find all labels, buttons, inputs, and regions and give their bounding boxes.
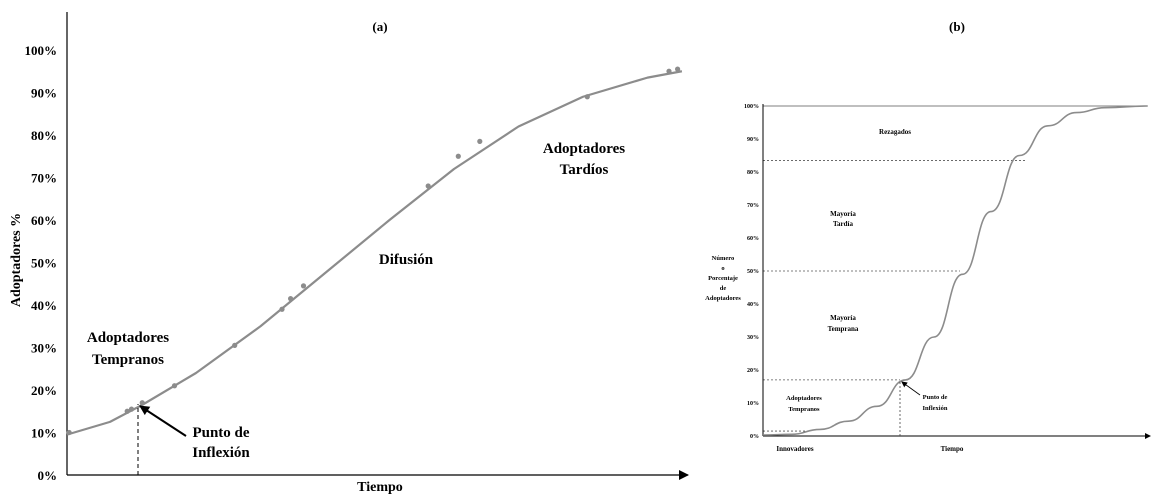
panel-a-y-tick-label: 0% <box>38 468 58 483</box>
panel-b-y-tick-label: 40% <box>747 302 759 308</box>
panel-b-y-tick-label: 60% <box>747 236 759 242</box>
panel-a-data-point <box>455 153 461 159</box>
panel-a-y-tick-label: 70% <box>31 171 57 186</box>
panel-a-ylabel: Adoptadores % <box>9 213 24 307</box>
panel-a-label: (a) <box>372 19 387 34</box>
panel-a-y-ticks: 0% 10% 20% 30% 40% 50% 60% 70% 80% 90% 100% <box>25 43 58 483</box>
panel-a-y-tick-label: 100% <box>25 43 58 58</box>
annotation-diffusion: Difusión <box>379 252 434 268</box>
panel-b-series <box>762 105 1148 436</box>
panel-a-data-point <box>425 183 431 189</box>
svg-text:Porcentaje: Porcentaje <box>708 275 738 282</box>
panel-b-y-ticks: 0% 10% 20% 30% 40% 50% 60% 70% 80% 90% 100% <box>744 104 759 440</box>
panel-b-x-label-innovators: Innovadores <box>776 445 813 453</box>
panel-a-y-tick-label: 40% <box>31 298 57 313</box>
annotation-late-adopters-line1: Adoptadores <box>543 141 625 157</box>
panel-b-y-tick-label: 80% <box>747 170 759 176</box>
panel-b-inflection-arrow <box>901 381 921 396</box>
chart-panel-b: (b) 0% 10% 20% 30% 40% 50% 60% 70% 80% 90% 100% Nú… <box>705 19 1151 453</box>
region-early-majority-line1: Mayoría <box>830 314 856 322</box>
panel-b-y-tick-label: 70% <box>747 203 759 209</box>
svg-text:Adoptadores: Adoptadores <box>705 295 741 302</box>
region-early-adopters-line2: Tempranos <box>788 406 820 413</box>
panel-a-series <box>66 66 683 436</box>
svg-text:de: de <box>720 285 727 292</box>
panel-b-y-tick-label: 20% <box>747 368 759 374</box>
panel-a-data-point <box>66 429 72 436</box>
region-early-adopters-line1: Adoptadores <box>786 395 822 402</box>
panel-b-s-curve <box>762 105 1148 436</box>
panel-a-data-point <box>675 66 681 72</box>
region-late-majority-line2: Tardía <box>833 220 853 228</box>
annotation-inflection-line2: Inflexión <box>192 445 250 461</box>
panel-a-y-tick-label: 20% <box>31 383 57 398</box>
panel-a-data-point <box>232 342 238 348</box>
inflection-arrow <box>139 405 187 437</box>
panel-a-xlabel: Tiempo <box>357 480 403 494</box>
panel-b-label: (b) <box>949 19 965 34</box>
panel-a-data-point <box>124 408 130 414</box>
annotation-late-adopters-line2: Tardíos <box>560 162 609 178</box>
panel-b-inflection-line2: Inflexión <box>923 405 948 412</box>
panel-a-data-point <box>279 306 285 312</box>
panel-b-y-tick-label: 10% <box>747 401 759 407</box>
panel-a-y-tick-label: 90% <box>31 86 57 101</box>
panel-a-y-tick-label: 60% <box>31 213 57 228</box>
panel-a-y-tick-label: 10% <box>31 426 57 441</box>
region-late-majority-line1: Mayoría <box>830 210 856 218</box>
panel-a-data-point <box>288 296 294 302</box>
panel-a-data-point <box>584 94 590 100</box>
panel-a-data-point <box>128 406 135 412</box>
panel-b-threshold-lines <box>763 105 1140 432</box>
panel-a-y-tick-label: 30% <box>31 341 57 356</box>
panel-b-y-tick-label: 50% <box>747 269 759 275</box>
panel-b-inflection-line1: Punto de <box>923 394 948 401</box>
annotation-inflection-line1: Punto de <box>192 425 249 441</box>
panel-b-y-tick-label: 0% <box>750 434 759 440</box>
svg-text:Número: Número <box>712 255 735 262</box>
region-laggards: Rezagados <box>879 128 911 136</box>
panel-b-ylabel: Número o Porcentaje de Adoptadores <box>705 255 741 302</box>
annotation-early-adopters-line2: Tempranos <box>92 352 164 368</box>
panel-a-data-point <box>139 400 145 406</box>
chart-panel-a: (a) Adoptadores % 0% 10% 20% 30% 40% 50% 60% 70… <box>9 12 689 494</box>
panel-a-data-point <box>171 383 178 389</box>
panel-a-data-point <box>666 68 672 74</box>
svg-text:o: o <box>721 265 724 272</box>
panel-b-y-tick-label: 100% <box>744 104 759 110</box>
annotation-early-adopters-line1: Adoptadores <box>87 330 169 346</box>
panel-a-y-tick-label: 80% <box>31 128 57 143</box>
panel-a-data-point <box>477 138 483 144</box>
region-early-majority-line2: Temprana <box>828 325 859 333</box>
panel-b-y-tick-label: 30% <box>747 335 759 341</box>
panel-a-trend-line <box>66 70 683 436</box>
panel-a-data-point <box>300 283 307 289</box>
panel-b-y-tick-label: 90% <box>747 137 759 143</box>
panel-a-y-tick-label: 50% <box>31 256 57 271</box>
panel-b-xlabel: Tiempo <box>941 445 964 453</box>
